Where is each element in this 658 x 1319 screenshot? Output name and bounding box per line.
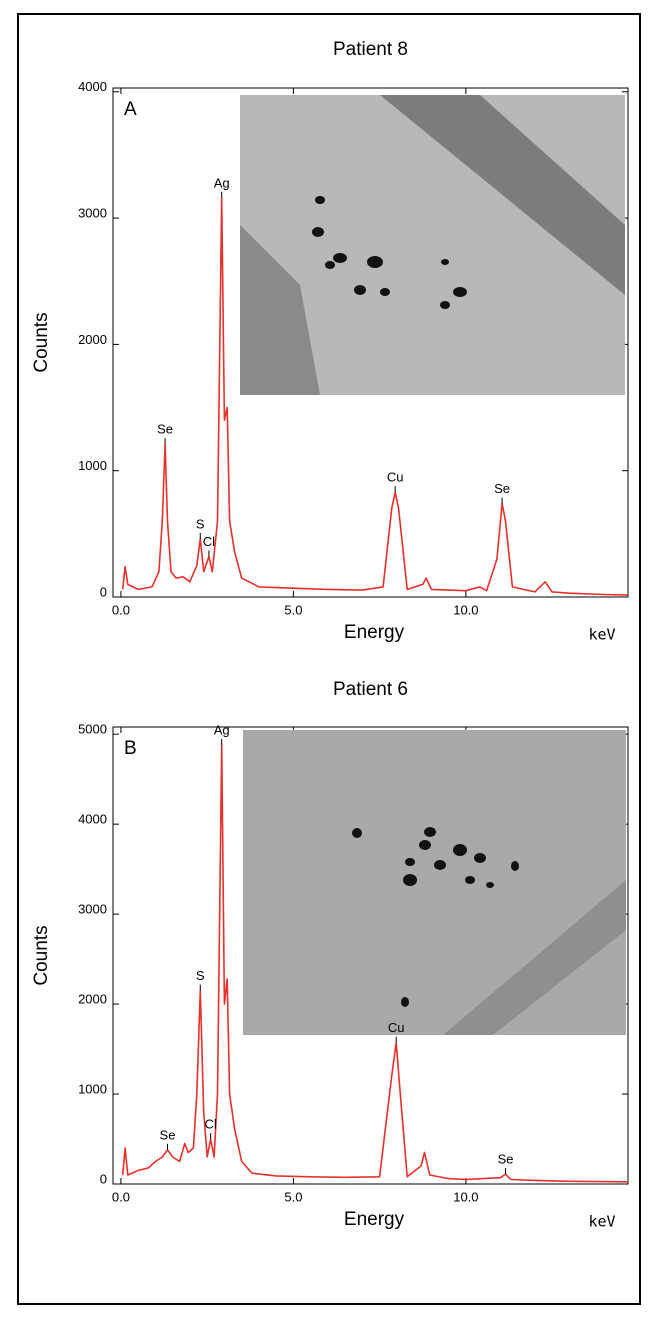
silver-deposit: [453, 844, 467, 856]
y-tick-label: 5000: [78, 722, 107, 737]
silver-deposit: [352, 828, 362, 838]
panel-label: A: [124, 99, 137, 120]
silver-deposit: [380, 288, 390, 296]
x-tick-label: 10.0: [453, 1189, 478, 1204]
x-tick-label: 5.0: [284, 602, 302, 617]
silver-deposit: [333, 253, 347, 263]
peak-label: Cl: [203, 534, 215, 549]
y-axis-label: Counts: [31, 312, 52, 372]
x-axis-unit: keV: [588, 1213, 615, 1231]
silver-deposit: [401, 997, 409, 1007]
tissue-band: [240, 225, 320, 395]
spectrum-line: [121, 744, 629, 1183]
y-tick-label: 2000: [78, 992, 107, 1007]
chart-title: Patient 6: [333, 679, 408, 700]
x-axis-unit: keV: [588, 626, 615, 644]
silver-deposit: [354, 285, 366, 295]
y-tick-label: 0: [100, 1171, 107, 1186]
x-tick-label: 5.0: [284, 1189, 302, 1204]
silver-deposit: [453, 287, 467, 297]
peak-label: S: [196, 516, 205, 531]
peak-label: Se: [160, 1127, 176, 1142]
peak-label: Cl: [204, 1116, 216, 1131]
y-tick-label: 2000: [78, 332, 107, 347]
peak-label: S: [196, 968, 205, 983]
chart-panel: Patient 6 0 1000 2000 3000 4000 5000 0.0 5.0 10.0…: [31, 679, 629, 1231]
x-tick-label: 10.0: [453, 602, 478, 617]
silver-deposit: [424, 827, 436, 837]
silver-deposit: [511, 861, 519, 871]
silver-deposit: [486, 882, 494, 888]
plot-frame: [112, 87, 629, 598]
silver-deposit: [405, 858, 415, 866]
y-tick-label: 3000: [78, 902, 107, 917]
tissue-band: [380, 95, 625, 295]
panel-label: B: [124, 738, 137, 759]
tissue-band: [443, 880, 626, 1035]
y-tick-label: 3000: [78, 206, 107, 221]
silver-deposit: [325, 261, 335, 269]
y-tick-label: 1000: [78, 1081, 107, 1096]
plot-frame: [112, 726, 629, 1185]
y-tick-label: 4000: [78, 79, 107, 94]
peak-label: Se: [157, 422, 173, 437]
peak-label: Se: [498, 1152, 514, 1167]
x-tick-label: 0.0: [112, 602, 130, 617]
silver-deposit: [474, 853, 486, 863]
peak-label: Ag: [214, 175, 230, 190]
spectrum-line: [121, 197, 629, 596]
x-axis-label: Energy: [344, 622, 405, 643]
y-tick-label: 4000: [78, 812, 107, 827]
peak-label: Cu: [388, 1020, 405, 1035]
silver-deposit: [419, 840, 431, 850]
silver-deposit: [434, 860, 446, 870]
silver-deposit: [440, 301, 450, 309]
peak-label: Cu: [387, 470, 404, 485]
silver-deposit: [441, 259, 449, 265]
silver-deposit: [315, 196, 325, 204]
peak-label: Se: [494, 481, 510, 496]
figure-border: [17, 13, 641, 1305]
silver-deposit: [403, 874, 417, 886]
y-tick-label: 0: [100, 584, 107, 599]
micrograph-inset: [243, 730, 626, 1035]
x-tick-label: 0.0: [112, 1189, 130, 1204]
chart-title: Patient 8: [333, 39, 408, 60]
y-tick-label: 1000: [78, 458, 107, 473]
silver-deposit: [367, 256, 383, 268]
silver-deposit: [465, 876, 475, 884]
chart-panel: Patient 8 0 1000 2000 3000 4000 0.0 5.0 10.0 Coun…: [31, 39, 629, 644]
peak-label: Ag: [214, 722, 230, 737]
y-axis-label: Counts: [31, 925, 52, 985]
x-axis-label: Energy: [344, 1209, 405, 1230]
silver-deposit: [312, 227, 324, 237]
